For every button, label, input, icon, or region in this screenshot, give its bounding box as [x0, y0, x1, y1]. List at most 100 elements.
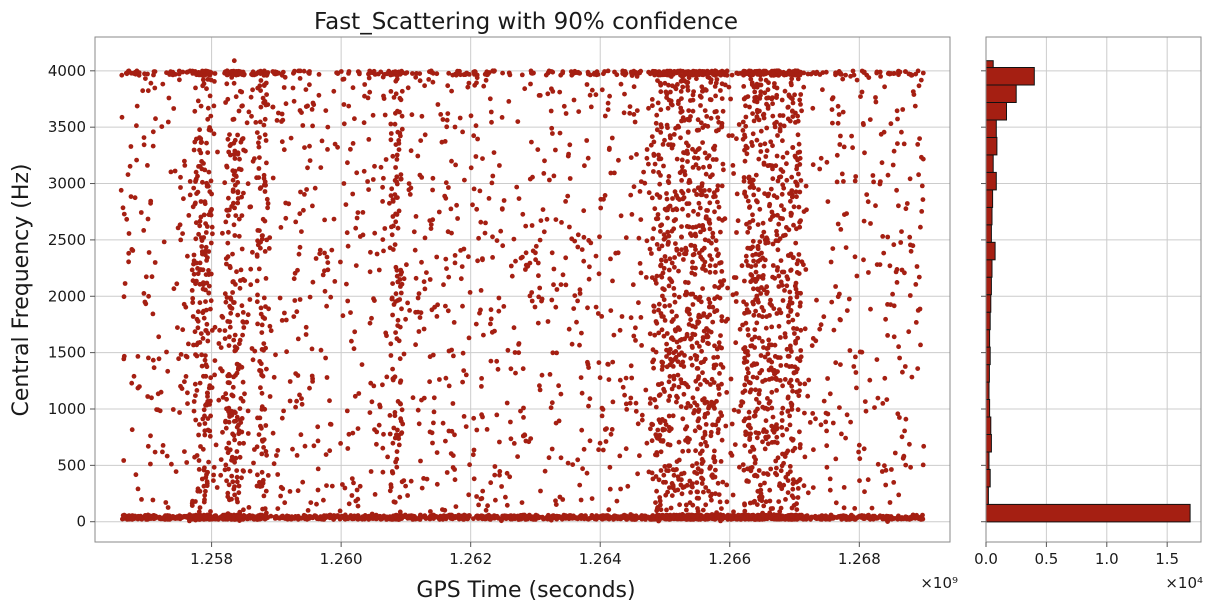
- scatter-point: [197, 267, 203, 273]
- scatter-point: [236, 216, 242, 222]
- scatter-point: [533, 243, 539, 249]
- scatter-point: [581, 208, 587, 214]
- scatter-point: [706, 153, 712, 159]
- scatter-point: [657, 195, 663, 200]
- scatter-point: [766, 358, 772, 363]
- scatter-point: [380, 469, 386, 475]
- scatter-point: [903, 69, 908, 74]
- scatter-point: [685, 129, 691, 135]
- scatter-point: [901, 141, 907, 147]
- scatter-point: [340, 313, 346, 319]
- scatter-point: [185, 69, 191, 75]
- scatter-point: [126, 250, 132, 256]
- scatter-point: [688, 291, 694, 297]
- scatter-point: [693, 448, 698, 454]
- scatter-point: [200, 336, 206, 341]
- scatter-point: [256, 432, 262, 437]
- scatter-point: [882, 463, 887, 469]
- scatter-point: [746, 479, 751, 484]
- scatter-point: [152, 449, 158, 455]
- scatter-point: [872, 405, 877, 410]
- scatter-point: [479, 376, 484, 381]
- scatter-point: [535, 147, 541, 153]
- scatter-point: [175, 325, 180, 330]
- scatter-point: [279, 318, 285, 323]
- scatter-point: [778, 363, 784, 368]
- scatter-point: [719, 282, 725, 287]
- scatter-point: [368, 469, 374, 474]
- scatter-point: [391, 425, 397, 431]
- scatter-point: [820, 70, 826, 75]
- scatter-point: [479, 496, 485, 501]
- scatter-point: [366, 137, 372, 142]
- scatter-point: [692, 408, 697, 413]
- scatter-point: [523, 250, 529, 256]
- scatter-point: [814, 297, 819, 303]
- scatter-point: [747, 179, 753, 185]
- scatter-point: [234, 468, 240, 473]
- scatter-point: [765, 351, 771, 357]
- scatter-point: [685, 87, 691, 93]
- scatter-point: [773, 375, 779, 381]
- scatter-point: [831, 327, 837, 333]
- scatter-point: [651, 303, 656, 309]
- scatter-point: [389, 296, 395, 302]
- scatter-point: [711, 190, 717, 196]
- scatter-point: [701, 489, 706, 495]
- scatter-point: [790, 108, 795, 114]
- scatter-point: [740, 119, 746, 125]
- scatter-point: [862, 150, 867, 156]
- scatter-point: [195, 318, 201, 324]
- scatter-point: [731, 407, 737, 413]
- scatter-point: [471, 476, 477, 482]
- scatter-point: [558, 72, 564, 78]
- scatter-point: [241, 325, 247, 330]
- scatter-point: [287, 489, 293, 494]
- scatter-point: [741, 84, 747, 89]
- scatter-point: [259, 330, 265, 335]
- scatter-point: [670, 364, 676, 369]
- scatter-point: [361, 168, 367, 174]
- scatter-point: [651, 309, 657, 314]
- scatter-point: [350, 85, 356, 91]
- scatter-point: [621, 71, 627, 77]
- scatter-point: [575, 244, 581, 250]
- scatter-point: [658, 262, 664, 268]
- scatter-point: [388, 89, 394, 94]
- scatter-point: [550, 350, 556, 356]
- scatter-point: [279, 119, 284, 124]
- scatter-point: [702, 400, 708, 406]
- scatter-point: [581, 234, 587, 240]
- scatter-point: [160, 443, 166, 448]
- scatter-point: [726, 133, 732, 139]
- scatter-point: [263, 304, 268, 309]
- scatter-point: [750, 238, 756, 244]
- scatter-point: [847, 348, 853, 353]
- scatter-point: [436, 209, 442, 215]
- scatter-point: [696, 374, 702, 379]
- scatter-point: [688, 242, 694, 248]
- scatter-point: [851, 364, 857, 369]
- scatter-point: [709, 257, 714, 262]
- scatter-point: [222, 291, 228, 297]
- scatter-point: [185, 253, 190, 259]
- scatter-point: [789, 403, 795, 409]
- scatter-point: [667, 346, 673, 352]
- scatter-point: [685, 159, 690, 164]
- scatter-point: [690, 323, 695, 329]
- scatter-point: [143, 76, 148, 81]
- scatter-point: [396, 442, 402, 448]
- scatter-point: [287, 379, 293, 384]
- scatter-point: [452, 467, 457, 472]
- scatter-point: [121, 353, 127, 359]
- scatter-point: [471, 415, 477, 421]
- scatter-point: [234, 449, 240, 454]
- scatter-point: [205, 105, 211, 111]
- scatter-point: [596, 360, 602, 365]
- scatter-point: [290, 446, 295, 452]
- scatter-point: [637, 453, 642, 459]
- scatter-point: [713, 69, 719, 75]
- scatter-point: [129, 380, 135, 386]
- scatter-point: [605, 107, 611, 112]
- scatter-point: [508, 419, 513, 425]
